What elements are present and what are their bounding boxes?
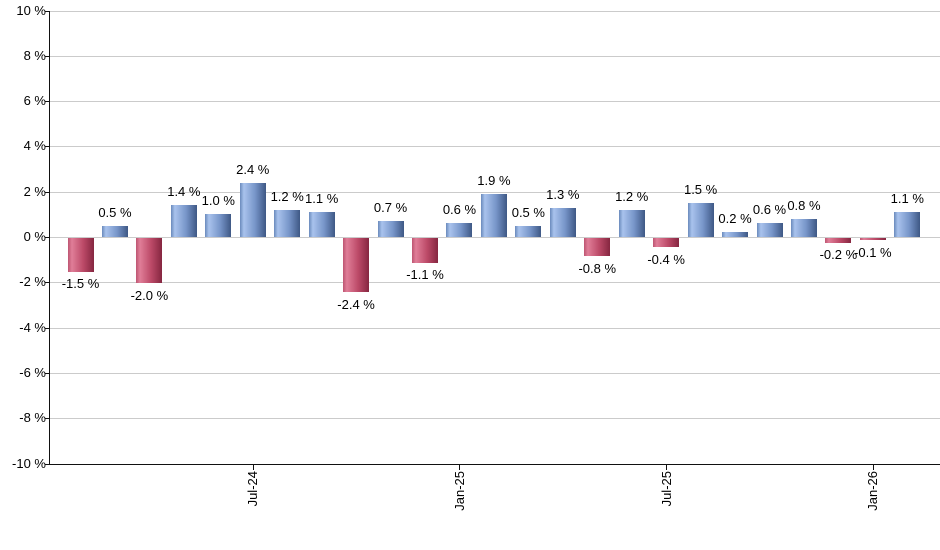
bar [549,207,576,237]
bar [377,221,404,237]
y-axis-tick-mark [45,237,49,238]
y-axis-tick-label: -6 % [19,364,46,380]
bar-value-label: 1.2 % [615,188,649,204]
x-axis-tick-label: Jul-24 [245,471,261,507]
gridline [49,101,940,103]
bar-value-label: 1.9 % [477,172,511,188]
y-axis-tick-label: 2 % [23,183,46,199]
bar [412,238,438,263]
bar [274,209,301,237]
y-axis-tick-mark [45,10,49,12]
y-axis-tick-label: 4 % [23,138,46,154]
bar-value-label: -0.1 % [854,244,892,260]
gridline [49,372,940,374]
y-axis-tick-mark [45,282,49,284]
bar [790,218,817,237]
bar-value-label: 0.6 % [752,202,787,218]
y-axis-tick-label: -2 % [19,274,46,290]
x-axis-tick-label: Jan-25 [451,471,467,511]
bar [687,203,714,237]
bar-value-label: 1.1 % [890,191,924,207]
bar [343,238,370,293]
bar [859,238,886,241]
bar-value-label: 1.5 % [683,182,718,198]
y-axis-tick-mark [45,101,49,103]
y-axis-tick-mark [45,463,49,465]
y-axis-tick-mark [45,372,49,374]
x-axis-tick-mark [252,463,254,470]
y-axis-tick-label: -10 % [12,455,46,471]
bar-value-label: 0.8 % [787,197,821,213]
y-axis-tick-mark [45,55,49,57]
bar [894,212,921,237]
gridline [49,327,940,329]
bar-value-label: 2.4 % [236,161,270,177]
bar [618,209,645,237]
x-axis-tick-label: Jan-26 [865,471,881,511]
bar [239,182,266,237]
y-axis-tick-label: 0 % [23,229,46,244]
bar [584,238,611,257]
bar-value-label: -0.4 % [647,251,685,267]
bar [67,238,94,272]
y-axis-tick-mark [45,146,49,148]
bar-value-label: -1.1 % [406,267,444,283]
bar-value-label: -2.4 % [337,296,375,312]
bar [205,214,232,237]
y-axis-tick-mark [45,418,49,420]
gridline [49,237,940,238]
bar-value-label: 0.5 % [511,204,545,220]
bar [136,238,163,284]
gridline [49,418,940,420]
bar [722,232,749,237]
bar-value-label: 0.5 % [98,204,132,220]
bar [825,238,852,243]
bar [653,238,680,248]
bar-value-label: 1.1 % [305,191,339,207]
y-axis-tick-mark [45,191,49,193]
bar-value-label: -0.8 % [578,260,617,276]
gridline [49,191,940,193]
x-axis-tick-mark [666,463,668,470]
bar-value-label: 1.2 % [270,188,304,204]
bar-value-label: 0.6 % [442,202,477,218]
x-axis-line [49,463,940,465]
bar-value-label: 1.3 % [546,186,580,202]
y-axis-tick-label: 6 % [23,93,46,109]
bar-value-label: 1.4 % [167,184,201,200]
bar-value-label: 0.7 % [373,200,408,216]
bar [170,205,197,237]
x-axis-tick-label: Jul-25 [658,471,674,507]
bar-value-label: -0.2 % [819,247,858,263]
bar [446,223,473,237]
bar-value-label: 0.2 % [718,211,752,227]
bar [308,212,335,237]
gridline [49,10,940,12]
gridline [49,282,940,284]
bar-value-label: -1.5 % [61,276,100,292]
bar [515,225,542,237]
bar [480,193,507,237]
bar-value-label: -2.0 % [130,287,169,303]
y-axis-tick-label: -8 % [19,410,46,426]
bar-value-label: 1.0 % [201,193,235,209]
bar [101,225,128,237]
y-axis-tick-label: 10 % [16,2,46,18]
y-axis-tick-label: 8 % [23,47,46,63]
x-axis-tick-mark [459,463,461,470]
gridline [49,146,940,148]
x-axis-tick-mark [872,463,874,470]
y-axis-line [49,10,50,464]
bar [756,223,783,237]
y-axis-tick-label: -4 % [19,319,46,335]
y-axis-tick-mark [45,327,49,329]
gridline [49,55,940,57]
